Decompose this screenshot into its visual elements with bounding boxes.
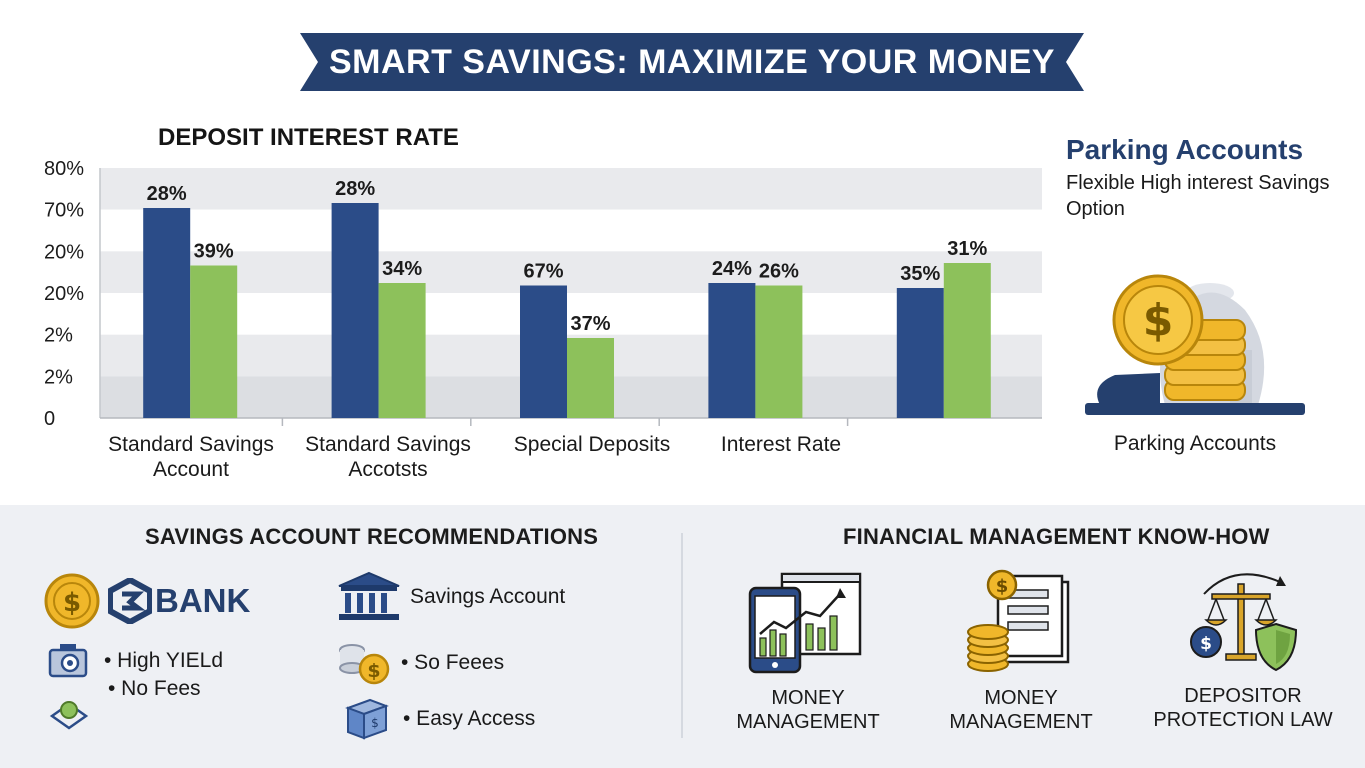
rec-item-easy-access: • Easy Access — [403, 707, 536, 730]
know-how-label-2-line-1: MONEY — [984, 687, 1058, 709]
bar-series-2-cat-1 — [190, 265, 238, 418]
green-diamond-icon — [49, 701, 89, 730]
know-how-label-1-line-2: MANAGEMENT — [736, 711, 880, 733]
bar-series-1-cat-3 — [520, 285, 567, 418]
bar-series-2-cat-3 — [567, 338, 614, 418]
bar-value-label: 39% — [194, 241, 234, 263]
grid-band — [100, 293, 1042, 335]
grid-band — [100, 168, 1042, 210]
bar-value-label: 28% — [335, 178, 375, 200]
parking-caption: Parking Accounts — [1113, 432, 1277, 455]
category-label-2-line-2: Accotsts — [348, 458, 428, 481]
rec-item-so-fees: • So Feees — [401, 651, 505, 674]
category-label-2: Standard Savings Accotsts — [293, 432, 483, 482]
deposit-box-icon: $ — [345, 698, 389, 740]
y-tick-label: 2% — [44, 325, 73, 347]
know-how-label-3-line-1: DEPOSITOR — [1184, 685, 1302, 707]
svg-text:$: $ — [371, 716, 379, 730]
category-label-1: Standard Savings Account — [96, 432, 286, 482]
category-label-1-line-2: Account — [153, 458, 229, 481]
y-tick-label: 70% — [44, 200, 84, 222]
category-label-3-line-1: Special Deposits — [513, 433, 671, 456]
svg-text:$: $ — [63, 588, 81, 618]
bar-series-1-cat-2 — [331, 203, 379, 418]
bar-value-label: 24% — [712, 258, 752, 280]
grid-band — [100, 209, 1042, 252]
bar-value-label: 37% — [570, 313, 610, 335]
know-how-label-1: MONEY MANAGEMENT — [713, 686, 903, 734]
category-label-1-line-1: Standard Savings — [108, 433, 274, 456]
parking-title: Parking Accounts — [1066, 134, 1304, 165]
parking-subtitle: Flexible High interest Savings Option — [1066, 172, 1330, 220]
svg-text:$: $ — [996, 576, 1009, 597]
know-how-label-1-line-1: MONEY — [771, 687, 845, 709]
chart-title: DEPOSIT INTEREST RATE — [158, 124, 459, 151]
rec-item-no-fees: • No Fees — [108, 677, 201, 700]
know-how-label-3-line-2: PROTECTION LAW — [1153, 709, 1333, 731]
category-label-4: Interest Rate — [686, 432, 876, 457]
category-label-2-line-1: Standard Savings — [305, 433, 471, 456]
category-label-4-line-1: Interest Rate — [720, 433, 842, 456]
bar-series-2-cat-2 — [378, 283, 426, 418]
bank-label: BANK — [155, 582, 251, 619]
bar-value-label: 28% — [147, 183, 187, 205]
grid-band — [100, 251, 1042, 293]
bank-building-icon — [338, 571, 400, 620]
scales-shield-icon: $ — [1190, 573, 1298, 672]
title-banner: SMART SAVINGS: MAXIMIZE YOUR MONEY — [300, 33, 1084, 91]
section-divider — [681, 533, 683, 738]
bar-value-label: 67% — [523, 261, 563, 283]
savings-account-label: Savings Account — [410, 585, 566, 608]
bar-series-1-cat-4 — [708, 283, 756, 418]
bar-series-2-cat-5 — [943, 263, 991, 418]
svg-text:$: $ — [1143, 295, 1174, 346]
bar-value-label: 34% — [382, 258, 422, 280]
category-label-3: Special Deposits — [497, 432, 687, 457]
rec-item-high-yield: • High YIELd — [104, 649, 224, 672]
mobile-chart-icon — [748, 572, 862, 674]
y-tick-label: 0 — [44, 408, 55, 430]
y-tick-label: 2% — [44, 366, 73, 388]
know-how-label-3: DEPOSITOR PROTECTION LAW — [1148, 684, 1338, 732]
y-tick-label: 80% — [44, 158, 84, 180]
bar-value-label: 26% — [759, 261, 799, 283]
bar-series-1-cat-5 — [896, 288, 944, 418]
coin-stack-small-icon: $ — [339, 644, 390, 685]
recommendations-title: SAVINGS ACCOUNT RECOMMENDATIONS — [145, 524, 599, 549]
know-how-title: FINANCIAL MANAGEMENT KNOW-HOW — [843, 524, 1270, 549]
know-how-label-2: MONEY MANAGEMENT — [926, 686, 1116, 734]
safe-box-icon — [48, 644, 88, 678]
svg-text:$: $ — [1200, 634, 1212, 654]
bar-series-2-cat-4 — [755, 285, 803, 418]
banner-ribbon-shape — [300, 33, 1084, 91]
know-how-label-2-line-2: MANAGEMENT — [949, 711, 1093, 733]
bar-series-1-cat-1 — [143, 208, 191, 418]
y-tick-label: 20% — [44, 283, 84, 305]
y-tick-label: 20% — [44, 241, 84, 263]
bar-value-label: 31% — [947, 238, 987, 260]
coins-stack-icon: $ — [1085, 274, 1305, 415]
bar-chart: 0 2% 2% 20% 20% 70% 80% 28% 39% 28% 34% 67% 37% 24% 26… — [44, 158, 1042, 430]
bar-value-label: 35% — [900, 263, 940, 285]
svg-text:$: $ — [367, 660, 380, 682]
coins-document-icon: $ — [967, 569, 1070, 672]
bank-logo-icon — [108, 578, 152, 624]
dollar-coin-icon: $ — [44, 573, 100, 629]
page-title: SMART SAVINGS: MAXIMIZE YOUR MONEY — [328, 43, 1055, 81]
